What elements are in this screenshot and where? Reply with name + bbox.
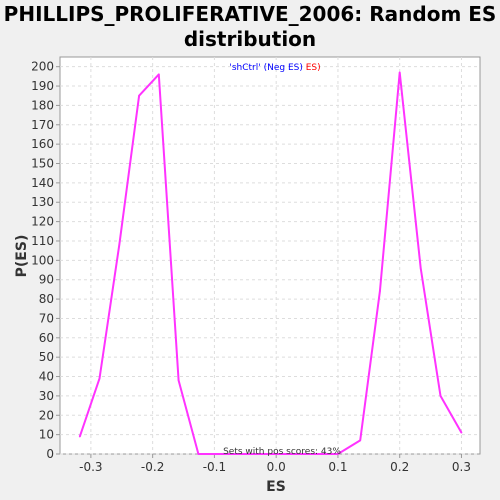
- y-tick-label: 10: [39, 428, 54, 442]
- plot-area: [60, 57, 480, 454]
- data-point: [99, 378, 101, 380]
- y-tick-label: 30: [39, 389, 54, 403]
- y-tick-label: 200: [31, 60, 54, 74]
- y-tick-label: 160: [31, 137, 54, 151]
- y-tick-label: 150: [31, 157, 54, 171]
- data-point: [359, 440, 361, 442]
- x-tick-label: -0.1: [203, 460, 226, 474]
- x-tick-label: 0.2: [390, 460, 409, 474]
- y-tick-label: 70: [39, 311, 54, 325]
- x-tick-label: 0.1: [328, 460, 347, 474]
- legend-part: 'shCtrl': [229, 63, 260, 73]
- legend-part: ES: [288, 63, 300, 73]
- x-axis-label: ES: [266, 479, 286, 495]
- y-tick-label: 0: [46, 447, 54, 461]
- y-tick-label: 80: [39, 292, 54, 306]
- data-point: [217, 453, 219, 455]
- y-tick-label: 60: [39, 331, 54, 345]
- data-point: [399, 72, 401, 74]
- y-axis-label: P(ES): [14, 235, 30, 278]
- y-tick-label: 170: [31, 118, 54, 132]
- x-tick-label: 0.3: [452, 460, 471, 474]
- y-tick-label: 130: [31, 195, 54, 209]
- data-point: [178, 380, 180, 382]
- data-point: [379, 291, 381, 293]
- x-tick-label: 0.0: [267, 460, 286, 474]
- y-tick-label: 100: [31, 253, 54, 267]
- x-tick-label: -0.2: [141, 460, 164, 474]
- y-tick-label: 40: [39, 370, 54, 384]
- annotation: Sets with pos scores: 43%: [223, 447, 341, 457]
- data-point: [461, 432, 463, 434]
- y-tick-label: 20: [39, 408, 54, 422]
- y-tick-label: 50: [39, 350, 54, 364]
- data-point: [138, 95, 140, 97]
- y-tick-label: 120: [31, 215, 54, 229]
- data-point: [420, 267, 422, 269]
- y-tick-label: 90: [39, 273, 54, 287]
- legend-part: (Neg: [261, 63, 288, 73]
- y-tick-label: 140: [31, 176, 54, 190]
- data-point: [79, 436, 81, 438]
- y-tick-label: 190: [31, 79, 54, 93]
- data-point: [118, 244, 120, 246]
- y-tick-label: 180: [31, 98, 54, 112]
- x-tick-label: -0.3: [79, 460, 102, 474]
- legend-part: ES): [306, 63, 321, 73]
- data-point: [158, 74, 160, 76]
- data-point: [440, 395, 442, 397]
- data-point: [198, 453, 200, 455]
- legend: 'shCtrl' (Neg ES) ES): [229, 63, 320, 73]
- y-tick-label: 110: [31, 234, 54, 248]
